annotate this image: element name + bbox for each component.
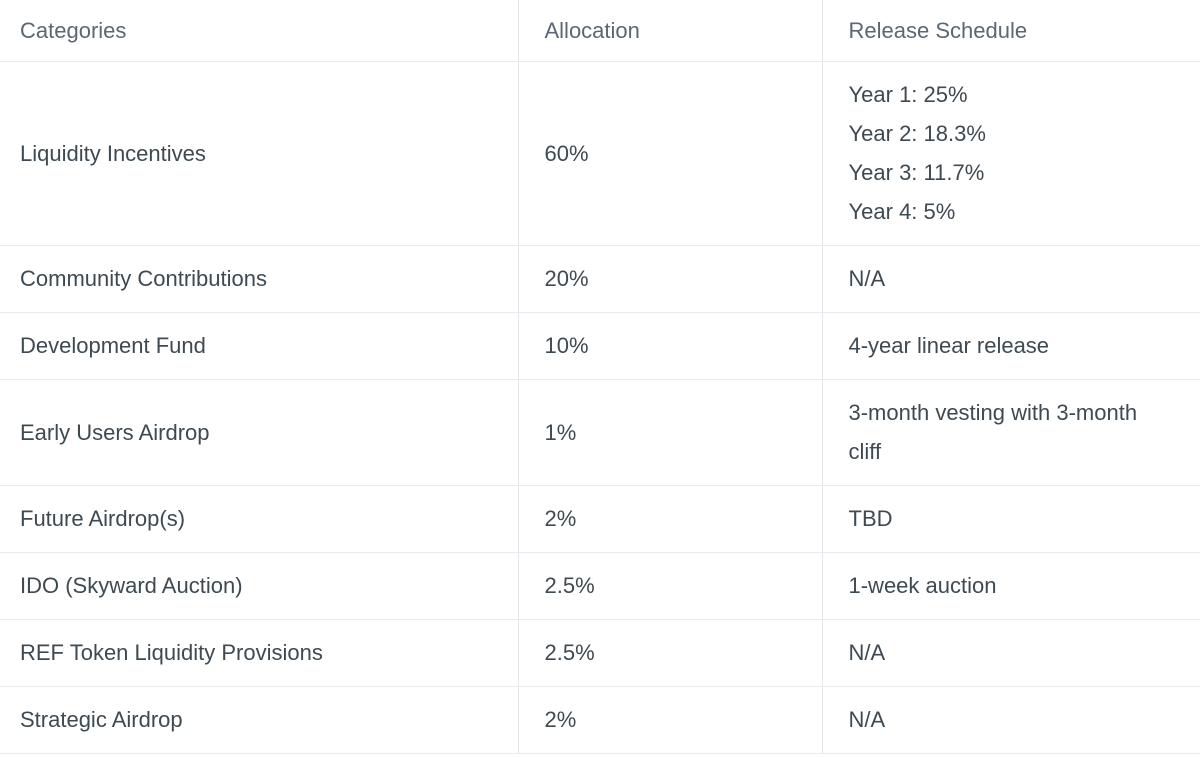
allocation-cell: 2%	[518, 485, 823, 553]
category-cell: Community Contributions	[0, 245, 519, 313]
table-row: Early Users Airdrop 1% 3-month vesting w…	[0, 379, 1200, 486]
category-cell: Strategic Airdrop	[0, 686, 519, 754]
allocation-cell: 60%	[518, 61, 823, 246]
release-cell: TBD	[822, 485, 1200, 553]
release-cell: N/A	[822, 245, 1200, 313]
release-cell: N/A	[822, 686, 1200, 754]
column-header-categories: Categories	[0, 0, 519, 62]
release-line: Year 2: 18.3%	[848, 121, 986, 146]
category-cell: Development Fund	[0, 312, 519, 380]
allocation-cell: 2%	[518, 686, 823, 754]
allocation-cell: 20%	[518, 245, 823, 313]
category-cell: REF Token Liquidity Provisions	[0, 619, 519, 687]
category-cell: Future Airdrop(s)	[0, 485, 519, 553]
allocation-cell: 2.5%	[518, 619, 823, 687]
category-cell: IDO (Skyward Auction)	[0, 552, 519, 620]
release-cell: 1-week auction	[822, 552, 1200, 620]
table-row: Future Airdrop(s) 2% TBD	[0, 485, 1200, 553]
table-row: Development Fund 10% 4-year linear relea…	[0, 312, 1200, 380]
table-header-row: Categories Allocation Release Schedule	[0, 0, 1200, 62]
release-cell: 4-year linear release	[822, 312, 1200, 380]
release-cell: N/A	[822, 619, 1200, 687]
column-header-allocation: Allocation	[518, 0, 823, 62]
allocation-cell: 10%	[518, 312, 823, 380]
allocation-cell: 2.5%	[518, 552, 823, 620]
column-header-release-schedule: Release Schedule	[822, 0, 1200, 62]
table-row: Liquidity Incentives 60% Year 1: 25% Yea…	[0, 61, 1200, 246]
release-line: Year 1: 25%	[848, 82, 968, 107]
table-row: Community Contributions 20% N/A	[0, 245, 1200, 313]
allocation-cell: 1%	[518, 379, 823, 486]
table-row: Strategic Airdrop 2% N/A	[0, 686, 1200, 754]
release-cell: 3-month vesting with 3-month cliff	[822, 379, 1200, 486]
category-cell: Early Users Airdrop	[0, 379, 519, 486]
release-line: Year 4: 5%	[848, 199, 956, 224]
table-row: REF Token Liquidity Provisions 2.5% N/A	[0, 619, 1200, 687]
release-line: Year 3: 11.7%	[848, 160, 985, 185]
table-row: IDO (Skyward Auction) 2.5% 1-week auctio…	[0, 552, 1200, 620]
category-cell: Liquidity Incentives	[0, 61, 519, 246]
release-cell: Year 1: 25% Year 2: 18.3% Year 3: 11.7% …	[822, 61, 1200, 246]
